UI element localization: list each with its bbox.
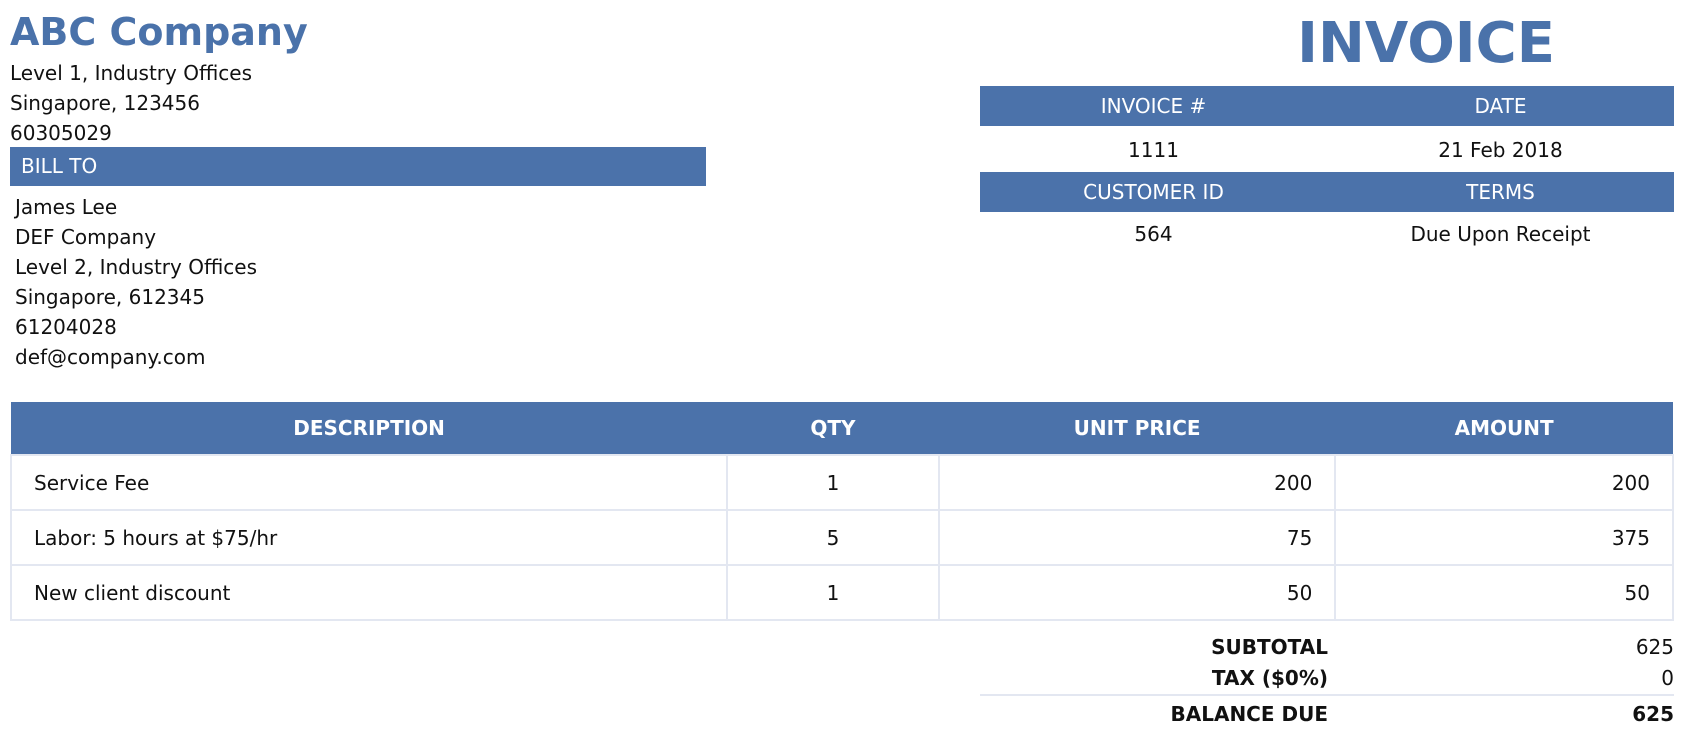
line-items-header-row: DESCRIPTION QTY UNIT PRICE AMOUNT [11,402,1673,455]
table-row: Service Fee 1 200 200 [9,454,1674,511]
invoice-meta-header-row-1: INVOICE # DATE [980,86,1674,126]
item-qty: 1 [726,564,940,621]
item-amount: 50 [1334,564,1674,621]
date-label: DATE [1474,94,1527,118]
bill-to-email: def@company.com [15,345,206,369]
balance-due-label: BALANCE DUE [1170,702,1329,726]
item-description: Service Fee [9,454,729,511]
invoice-number-value: 1111 [1128,138,1179,162]
bill-to-company: DEF Company [15,225,157,249]
totals-divider [980,694,1674,696]
document-title: INVOICE [1297,11,1555,76]
table-row: New client discount 1 50 50 [9,564,1674,621]
item-qty: 5 [726,509,940,566]
column-header-description: DESCRIPTION [11,402,728,455]
subtotal-label: SUBTOTAL [1211,635,1328,659]
item-unit-price: 75 [937,509,1337,566]
invoice-meta-value-row-2: 564 Due Upon Receipt [980,214,1674,254]
company-address-line2: Singapore, 123456 [10,91,200,115]
item-amount: 375 [1334,509,1674,566]
item-unit-price: 200 [937,454,1337,511]
line-items-table: DESCRIPTION QTY UNIT PRICE AMOUNT Servic… [9,402,1674,621]
tax-row: TAX ($0%) 0 [980,662,1674,694]
terms-value: Due Upon Receipt [1410,222,1591,246]
invoice-meta-header-row-2: CUSTOMER ID TERMS [980,172,1674,212]
item-qty: 1 [726,454,940,511]
balance-due-row: BALANCE DUE 625 [980,698,1675,730]
tax-value: 0 [1661,666,1674,690]
customer-id-value: 564 [1134,222,1173,246]
company-address-line1: Level 1, Industry Offices [10,61,253,85]
bill-to-header-label: BILL TO [21,154,98,178]
item-description: New client discount [9,564,729,621]
column-header-unit-price: UNIT PRICE [938,402,1336,455]
date-value: 21 Feb 2018 [1438,138,1563,162]
tax-label: TAX ($0%) [1211,666,1328,690]
subtotal-row: SUBTOTAL 625 [980,631,1674,663]
company-name: ABC Company [10,10,308,54]
item-amount: 200 [1334,454,1674,511]
subtotal-value: 625 [1635,635,1674,659]
item-description: Labor: 5 hours at $75/hr [9,509,729,566]
column-header-amount: AMOUNT [1335,402,1673,455]
bill-to-header: BILL TO [10,147,706,186]
terms-label: TERMS [1466,180,1535,204]
bill-to-name: James Lee [15,195,118,219]
company-phone: 60305029 [10,121,112,145]
table-row: Labor: 5 hours at $75/hr 5 75 375 [9,509,1674,566]
bill-to-address-line2: Singapore, 612345 [15,285,205,309]
invoice-number-label: INVOICE # [1100,94,1207,118]
customer-id-label: CUSTOMER ID [1083,180,1224,204]
balance-due-value: 625 [1632,702,1674,726]
column-header-qty: QTY [727,402,939,455]
bill-to-address-line1: Level 2, Industry Offices [15,255,258,279]
bill-to-phone: 61204028 [15,315,117,339]
item-unit-price: 50 [937,564,1337,621]
invoice-meta-value-row-1: 1111 21 Feb 2018 [980,130,1674,170]
